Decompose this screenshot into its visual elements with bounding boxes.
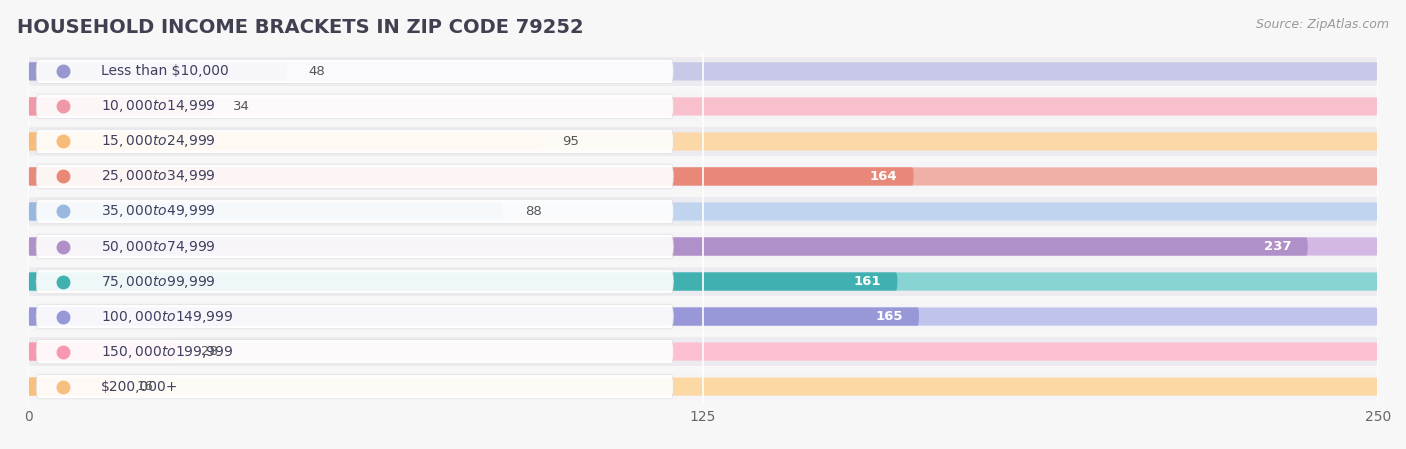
Text: $25,000 to $34,999: $25,000 to $34,999 (101, 168, 215, 185)
FancyBboxPatch shape (28, 97, 212, 115)
FancyBboxPatch shape (28, 232, 1378, 261)
Text: 88: 88 (524, 205, 541, 218)
Text: $10,000 to $14,999: $10,000 to $14,999 (101, 98, 215, 114)
Text: $35,000 to $49,999: $35,000 to $49,999 (101, 203, 215, 220)
FancyBboxPatch shape (28, 273, 1378, 291)
Text: 16: 16 (136, 380, 153, 393)
Text: 161: 161 (853, 275, 882, 288)
Text: $150,000 to $199,999: $150,000 to $199,999 (101, 343, 233, 360)
Text: Source: ZipAtlas.com: Source: ZipAtlas.com (1256, 18, 1389, 31)
FancyBboxPatch shape (28, 167, 1378, 185)
FancyBboxPatch shape (28, 202, 503, 220)
FancyBboxPatch shape (37, 129, 673, 154)
Text: Less than $10,000: Less than $10,000 (101, 64, 229, 79)
FancyBboxPatch shape (28, 372, 1378, 401)
Text: 34: 34 (233, 100, 250, 113)
FancyBboxPatch shape (28, 197, 1378, 226)
FancyBboxPatch shape (37, 269, 673, 294)
FancyBboxPatch shape (37, 339, 673, 364)
FancyBboxPatch shape (28, 267, 1378, 296)
FancyBboxPatch shape (28, 132, 541, 150)
Text: $75,000 to $99,999: $75,000 to $99,999 (101, 273, 215, 290)
FancyBboxPatch shape (28, 308, 920, 326)
FancyBboxPatch shape (28, 97, 1378, 115)
Text: $50,000 to $74,999: $50,000 to $74,999 (101, 238, 215, 255)
FancyBboxPatch shape (28, 378, 114, 396)
FancyBboxPatch shape (28, 302, 1378, 331)
Text: 95: 95 (562, 135, 579, 148)
Text: 237: 237 (1264, 240, 1292, 253)
FancyBboxPatch shape (28, 273, 897, 291)
FancyBboxPatch shape (28, 62, 287, 80)
FancyBboxPatch shape (28, 57, 1378, 86)
FancyBboxPatch shape (28, 308, 1378, 326)
FancyBboxPatch shape (28, 343, 1378, 361)
FancyBboxPatch shape (37, 304, 673, 329)
Text: 48: 48 (309, 65, 326, 78)
FancyBboxPatch shape (28, 238, 1378, 255)
Text: $15,000 to $24,999: $15,000 to $24,999 (101, 133, 215, 150)
Text: HOUSEHOLD INCOME BRACKETS IN ZIP CODE 79252: HOUSEHOLD INCOME BRACKETS IN ZIP CODE 79… (17, 18, 583, 37)
FancyBboxPatch shape (28, 238, 1308, 255)
Text: $100,000 to $149,999: $100,000 to $149,999 (101, 308, 233, 325)
FancyBboxPatch shape (28, 202, 1378, 220)
FancyBboxPatch shape (37, 59, 673, 84)
FancyBboxPatch shape (37, 199, 673, 224)
FancyBboxPatch shape (37, 374, 673, 399)
FancyBboxPatch shape (28, 167, 914, 185)
Text: 164: 164 (870, 170, 897, 183)
FancyBboxPatch shape (37, 164, 673, 189)
FancyBboxPatch shape (28, 92, 1378, 121)
FancyBboxPatch shape (28, 378, 1378, 396)
FancyBboxPatch shape (37, 234, 673, 259)
FancyBboxPatch shape (28, 132, 1378, 150)
Text: $200,000+: $200,000+ (101, 379, 179, 394)
FancyBboxPatch shape (28, 337, 1378, 366)
FancyBboxPatch shape (28, 162, 1378, 191)
Text: 28: 28 (201, 345, 218, 358)
FancyBboxPatch shape (28, 127, 1378, 156)
FancyBboxPatch shape (28, 343, 180, 361)
FancyBboxPatch shape (37, 94, 673, 119)
FancyBboxPatch shape (28, 62, 1378, 80)
Text: 165: 165 (876, 310, 903, 323)
